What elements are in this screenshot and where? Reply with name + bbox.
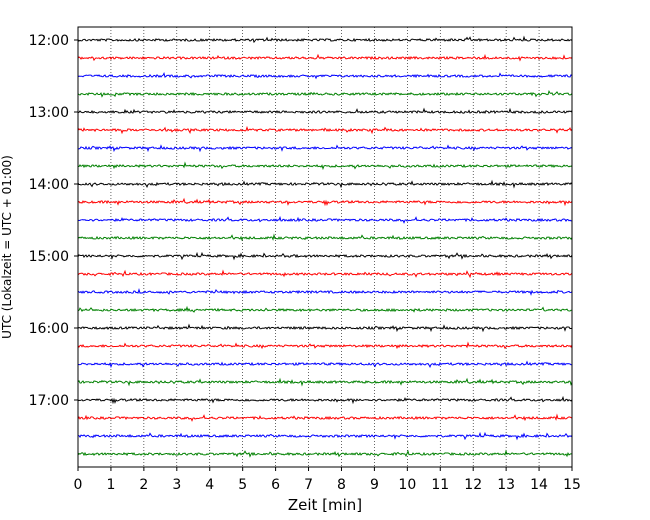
y-axis: 12:00 13:00 14:00 15:00 16:00 17:00 [29,33,78,409]
y-axis-label: UTC (Lokalzeit = UTC + 01:00) [0,155,14,339]
trace-line [77,71,573,80]
x-tick-label: 4 [205,477,214,493]
x-tick-label: 14 [530,477,548,493]
x-tick-label: 8 [337,477,346,493]
trace-group [77,35,573,458]
trace-line [77,360,573,369]
x-tick-label: 0 [74,477,83,493]
trace-line [77,89,573,98]
trace-line [77,125,573,135]
trace-line [77,288,573,296]
x-tick-label: 5 [238,477,247,493]
trace-line [77,107,573,115]
plot-frame [77,26,573,468]
trace-line [77,251,573,261]
x-tick-label: 9 [370,477,379,493]
x-tick-label: 15 [563,477,581,493]
x-tick-label: 12 [464,477,482,493]
x-tick-label: 2 [139,477,148,493]
trace-line [77,161,573,171]
x-tick-label: 3 [172,477,181,493]
x-tick-label: 1 [106,477,115,493]
trace-line [77,323,573,333]
trace-line [77,341,573,350]
x-tick-label: 10 [398,477,416,493]
trace-line [77,413,573,422]
x-tick-label: 11 [431,477,449,493]
y-tick-label: 14:00 [29,177,69,193]
trace-line [77,305,573,313]
x-tick-label: 7 [304,477,313,493]
trace-line [77,179,573,189]
x-tick-label: 6 [271,477,280,493]
trace-line [77,269,573,279]
trace-line [77,377,573,387]
trace-line [77,215,573,224]
x-tick-label: 13 [497,477,515,493]
trace-line [77,395,573,405]
y-tick-label: 17:00 [29,393,69,409]
y-tick-label: 15:00 [29,249,69,265]
trace-line [77,449,573,458]
trace-line [77,144,573,153]
y-tick-label: 12:00 [29,33,69,49]
x-axis-label: Zeit [min] [288,496,362,514]
x-axis: 0 1 2 3 4 5 6 7 8 9 10 11 12 13 14 15 [74,467,581,493]
trace-line [77,431,573,441]
y-tick-label: 13:00 [29,105,69,121]
trace-line [77,53,573,62]
trace-line [77,35,573,44]
trace-line [77,197,573,207]
grid-lines [110,27,540,467]
y-tick-label: 16:00 [29,321,69,337]
trace-line [77,233,573,242]
